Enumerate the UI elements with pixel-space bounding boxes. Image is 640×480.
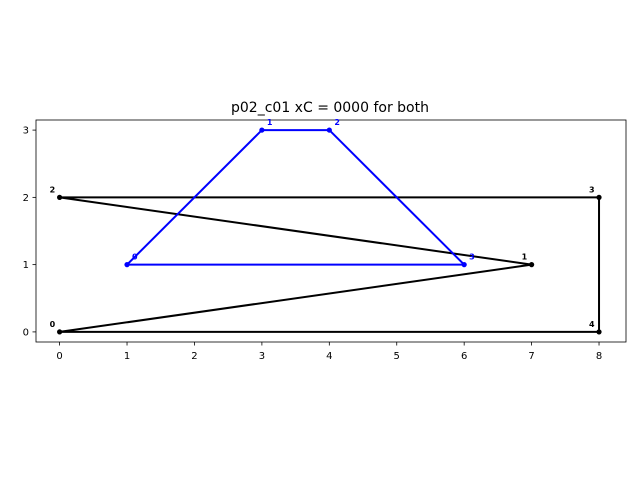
data-point: [57, 329, 63, 335]
data-point: [124, 262, 130, 268]
data-point: [259, 127, 265, 133]
point-label: 3: [469, 253, 475, 262]
point-label: 1: [522, 253, 528, 262]
point-label: 4: [589, 320, 595, 329]
x-tick-label: 7: [528, 351, 534, 362]
data-point: [57, 194, 63, 200]
x-tick-label: 1: [124, 351, 130, 362]
y-tick-label: 3: [23, 126, 29, 137]
data-point: [326, 127, 332, 133]
y-tick-label: 0: [23, 327, 29, 338]
data-point: [596, 194, 602, 200]
x-tick-label: 0: [56, 351, 62, 362]
data-point: [529, 262, 535, 268]
x-tick-label: 4: [326, 351, 332, 362]
data-point: [596, 329, 602, 335]
series-line: [59, 196, 601, 333]
x-tick-label: 2: [191, 351, 197, 362]
y-tick-label: 1: [23, 260, 29, 271]
polygon-series-0: 0 1 2 3 4: [50, 185, 602, 335]
plot-series: 0 1 2 3 4 0 1 2 3: [50, 118, 602, 335]
polygon-series-1: 0 1 2 3: [124, 118, 475, 268]
point-label: 2: [50, 185, 56, 194]
point-label: 0: [132, 253, 138, 262]
data-point: [461, 262, 467, 268]
y-tick-label: 2: [23, 193, 29, 204]
chart-title: p02_c01 xC = 0000 for both: [231, 100, 429, 116]
point-label: 2: [334, 118, 340, 127]
point-label: 0: [50, 320, 56, 329]
x-tick-label: 8: [596, 351, 602, 362]
axes: 0 1 2 3 4 5 6 7 8 0 1 2 3: [23, 119, 627, 362]
x-tick-label: 6: [461, 351, 467, 362]
x-tick-label: 3: [259, 351, 265, 362]
point-label: 1: [267, 118, 273, 127]
point-label: 3: [589, 185, 595, 194]
x-tick-label: 5: [394, 351, 400, 362]
plot-frame: [35, 119, 627, 343]
